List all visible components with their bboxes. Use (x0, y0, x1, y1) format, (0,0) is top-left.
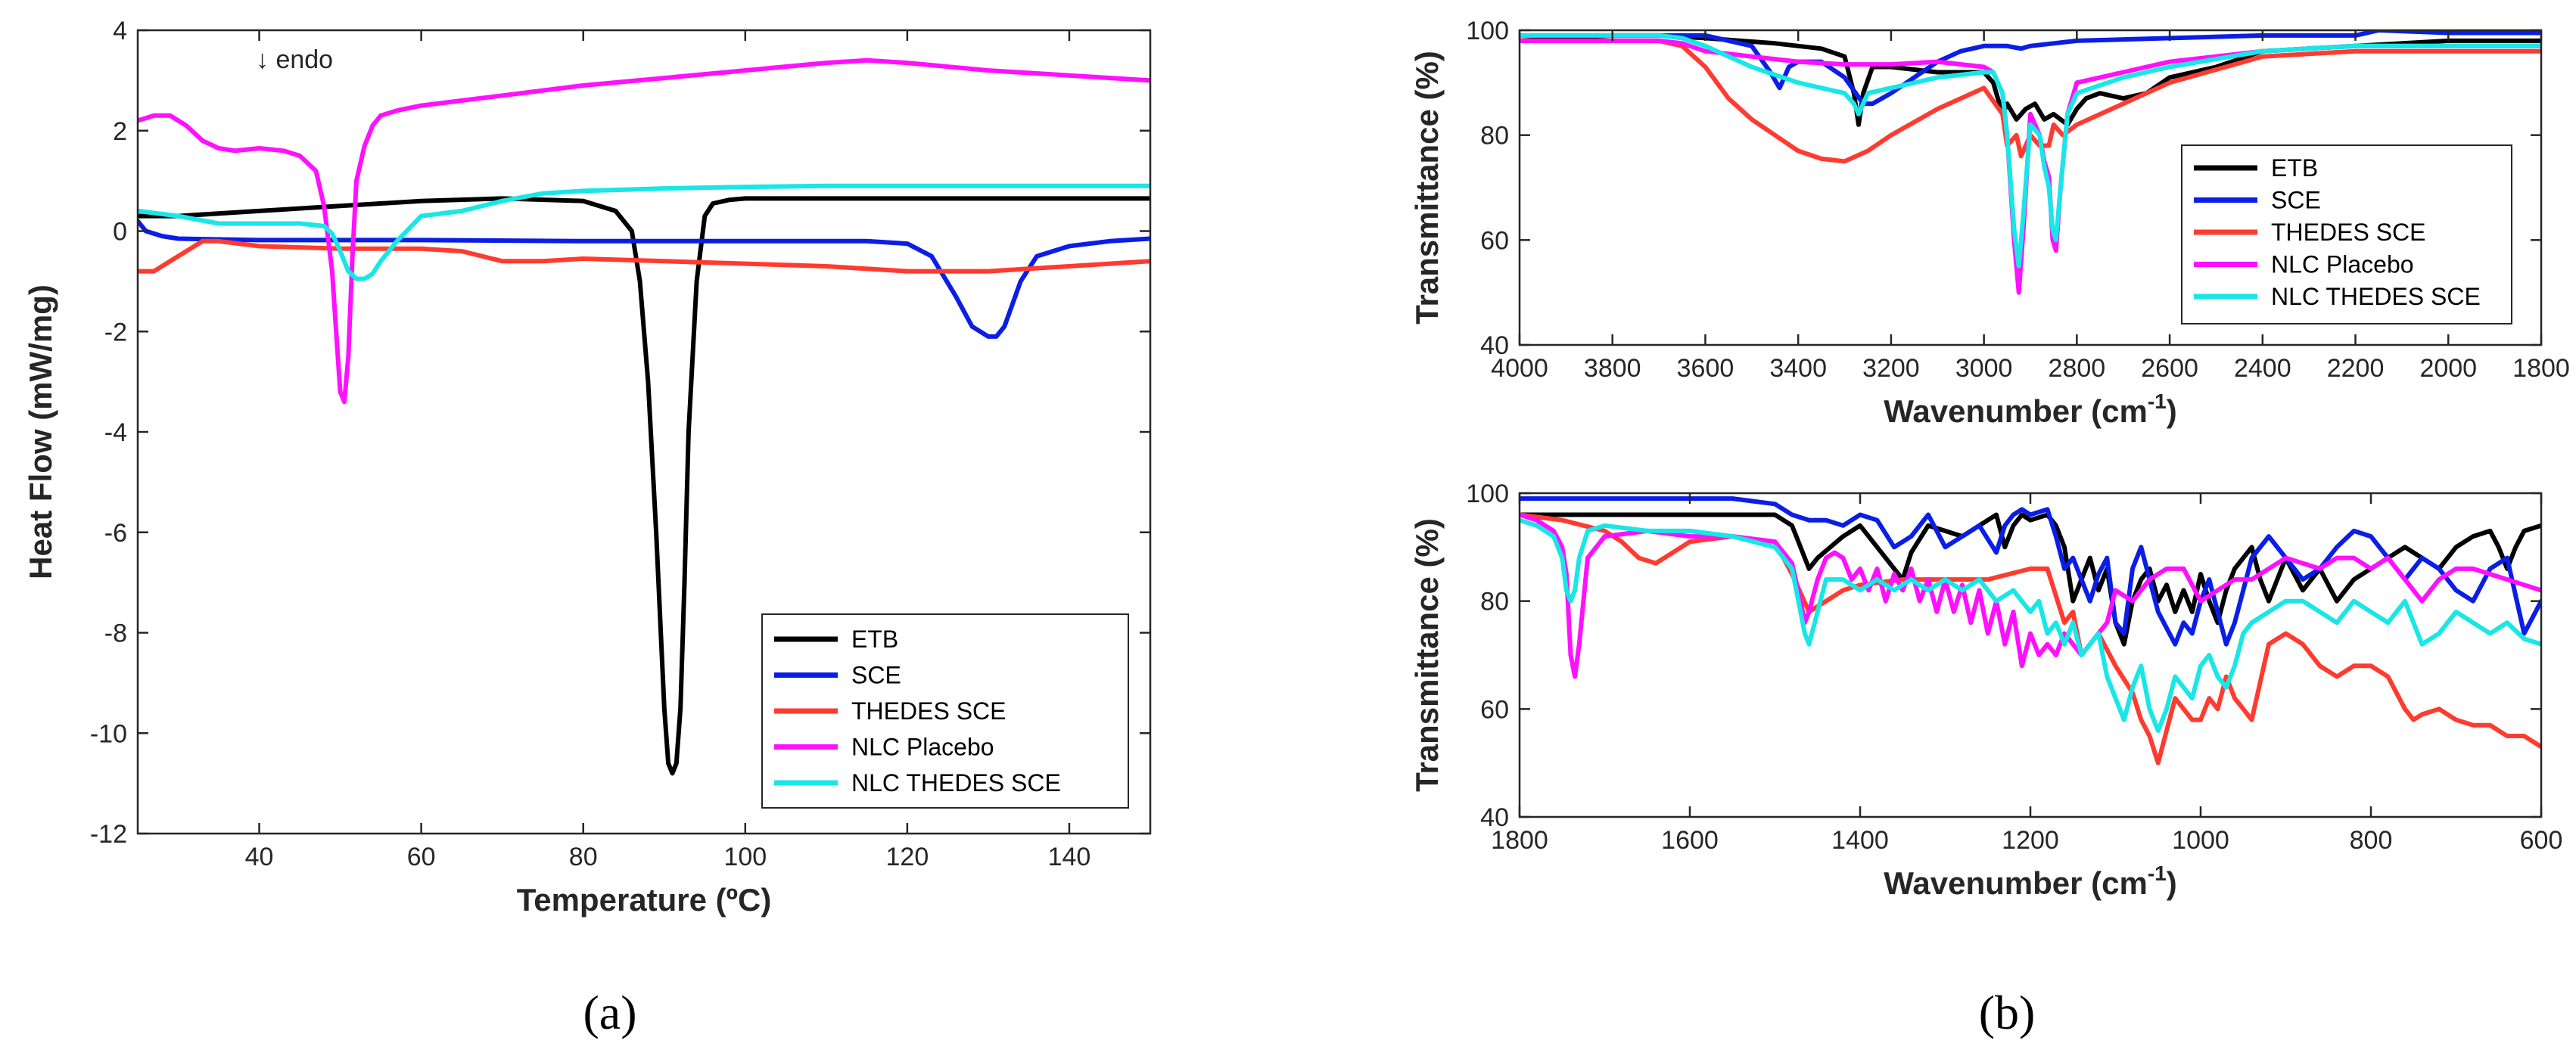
ftir-high-chart: 4000 3800 3600 3400 3200 3000 2800 2600 2400 2200… (1409, 17, 2570, 429)
series-group (138, 57, 1150, 776)
x-axis-label-close: ) (2167, 393, 2177, 429)
panel-label-b: (b) (1979, 986, 2036, 1039)
x-tick-label: 3000 (1955, 354, 2013, 383)
y-tick-label: -8 (104, 620, 127, 648)
y-tick-label: -2 (104, 318, 127, 346)
x-tick-label: 3400 (1769, 354, 1827, 383)
dsc-chart: 40 60 80 100 120 140 -12 -10 -8 -6 -4 -2 0 2 4 Temperat… (23, 17, 1152, 918)
series-line-sce (1520, 30, 2541, 107)
x-tick-label: 800 (2350, 826, 2393, 855)
x-tick-label: 3200 (1862, 354, 1920, 383)
y-axis-label: Heat Flow (mW/mg) (23, 284, 58, 579)
series-line-sce (1520, 496, 2541, 647)
series-line-etb (1520, 33, 2541, 127)
legend-label: NLC Placebo (2271, 251, 2414, 278)
endo-annotation: ↓ endo (256, 45, 333, 74)
x-tick-label: 4000 (1491, 354, 1548, 383)
y-tick-label: -6 (104, 519, 127, 548)
x-tick-label: 40 (245, 843, 274, 871)
x-tick-label: 60 (407, 843, 436, 871)
panel-label-a: (a) (583, 986, 636, 1039)
x-axis-label: Wavenumber (cm-1) (1884, 390, 2176, 429)
y-tick-label: 60 (1480, 695, 1509, 724)
x-tick-label: 1400 (1831, 826, 1889, 855)
y-axis-label: Transmittance (%) (1409, 518, 1445, 792)
x-tick-label: 3600 (1677, 354, 1734, 383)
series-line-nlc-thedes-sce (1520, 517, 2541, 733)
x-tick-label: 3800 (1584, 354, 1641, 383)
y-tick-label: 80 (1480, 122, 1509, 151)
x-axis-label-main: Wavenumber (cm (1884, 865, 2148, 901)
series-line-etb (138, 196, 1150, 776)
y-tick-label: 80 (1480, 588, 1509, 616)
x-tick-label: 1000 (2172, 826, 2229, 855)
x-tick-label: 600 (2520, 826, 2563, 855)
legend-label: ETB (2271, 154, 2318, 182)
y-tick-label: -4 (104, 418, 127, 447)
series-line-thedes-sce (1520, 38, 2541, 164)
x-tick-label: 2800 (2049, 354, 2106, 383)
series-group (1520, 30, 2541, 295)
y-tick-label: 40 (1480, 803, 1509, 832)
y-tick-label: 40 (1480, 331, 1509, 360)
legend: ETB SCE THEDES SCE NLC Placebo NLC THEDES SC… (2181, 144, 2512, 324)
x-tick-label: 100 (723, 843, 767, 871)
series-line-nlc-thedes-sce (138, 183, 1150, 281)
series-line-thedes-sce (138, 238, 1150, 274)
x-tick-label: 1800 (1491, 826, 1548, 855)
x-axis-label-main: Wavenumber (cm (1884, 393, 2148, 429)
legend-label: THEDES SCE (2271, 219, 2425, 246)
legend-label: SCE (2271, 187, 2321, 214)
y-tick-label: 100 (1466, 17, 1509, 45)
x-tick-label: 2000 (2419, 354, 2477, 383)
x-axis-label: Temperature (ºC) (517, 882, 772, 918)
y-tick-label: 2 (113, 117, 127, 146)
x-axis-label: Wavenumber (cm-1) (1884, 862, 2176, 901)
x-tick-label: 1600 (1661, 826, 1719, 855)
y-tick-label: 60 (1480, 226, 1509, 255)
x-axis-label-close: ) (2167, 865, 2177, 901)
y-tick-label: -12 (90, 820, 127, 849)
plot-area (1520, 493, 2541, 817)
legend: ETB SCE THEDES SCE NLC Placebo NLC THEDES SC… (761, 613, 1129, 809)
axes-box (1518, 29, 2543, 346)
y-tick-label: 4 (113, 17, 127, 45)
x-tick-label: 1800 (2512, 354, 2570, 383)
legend-label: ETB (851, 626, 898, 653)
ftir-low-chart: 1800 1600 1400 1200 1000 800 600 40 60 80 100 Waven… (1409, 480, 2562, 901)
y-tick-label: 0 (113, 218, 127, 247)
legend-label: NLC THEDES SCE (2271, 283, 2481, 310)
series-group (1520, 496, 2541, 765)
legend-label: THEDES SCE (851, 697, 1006, 725)
x-axis-label-sup: -1 (2148, 862, 2167, 885)
legend-label: SCE (851, 662, 901, 689)
series-line-nlc-placebo (138, 57, 1150, 405)
y-tick-label: 100 (1466, 480, 1509, 508)
x-tick-label: 120 (886, 843, 929, 871)
series-line-nlc-thedes-sce (1520, 33, 2541, 269)
x-tick-label: 80 (569, 843, 598, 871)
x-tick-label: 140 (1048, 843, 1091, 871)
y-axis-label: Transmittance (%) (1409, 51, 1445, 324)
x-tick-label: 2400 (2234, 354, 2291, 383)
x-tick-label: 2600 (2141, 354, 2198, 383)
x-tick-label: 1200 (2002, 826, 2059, 855)
legend-label: NLC THEDES SCE (851, 769, 1061, 796)
y-tick-label: -10 (90, 719, 127, 748)
x-tick-label: 2200 (2327, 354, 2385, 383)
x-axis-label-sup: -1 (2148, 390, 2167, 413)
legend-label: NLC Placebo (851, 734, 994, 761)
